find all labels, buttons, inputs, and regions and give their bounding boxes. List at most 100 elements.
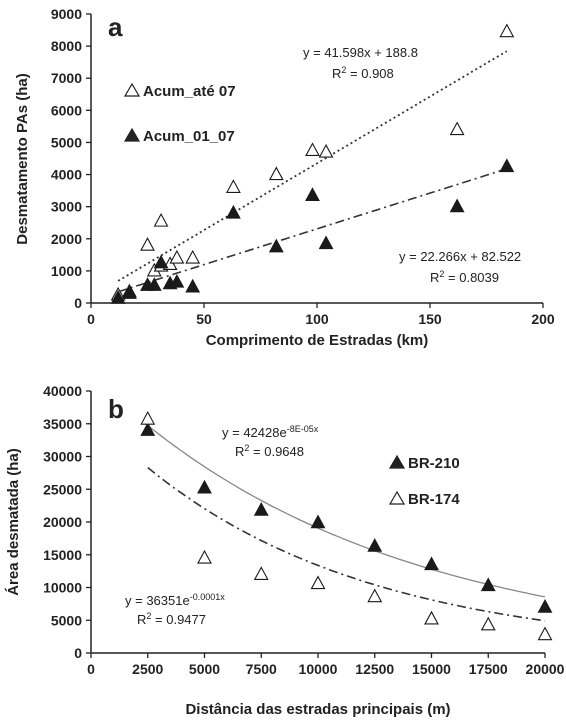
panel-b-data-points (140, 411, 553, 641)
panel-a-data-points (110, 23, 515, 304)
panel-b-point-series-1 (197, 549, 212, 564)
panel-a-y-tick-label: 6000 (51, 102, 82, 118)
panel-b-y-tick-label: 25000 (43, 481, 82, 497)
panel-a-point-series-1 (499, 158, 515, 173)
panel-b-x-tick-label: 0 (87, 661, 95, 677)
panel-b-x-tick-label: 20000 (526, 661, 565, 677)
panel-a-y-tick-label: 5000 (51, 134, 82, 150)
panel-a-equation-lower: y = 22.266x + 82.522 (399, 249, 521, 264)
panel-b-point-series-0 (537, 598, 553, 613)
panel-b-x-tick-label: 12500 (355, 661, 394, 677)
panel-b-trendlines (147, 424, 546, 622)
panel-a-point-series-1 (110, 290, 126, 304)
panel-b-x-tick-label: 15000 (412, 661, 451, 677)
panel-b-r2-upper: R2 = 0.9648 (235, 443, 304, 459)
panel-a-point-series-0 (268, 166, 284, 181)
panel-b-chart: b Distância das estradas principais (m) … (5, 383, 565, 718)
legend-label-acum-01-07: Acum_01_07 (143, 128, 235, 145)
panel-b-point-series-0 (367, 538, 383, 552)
panel-b-y-tick-label: 0 (74, 645, 82, 661)
panel-b-point-series-1 (480, 616, 496, 631)
panel-b-y-tick-label: 40000 (43, 383, 82, 399)
panel-a-y-tick-label: 9000 (51, 6, 82, 22)
panel-b-point-series-0 (310, 514, 326, 529)
panel-b-point-series-0 (424, 556, 439, 571)
panel-b-y-axis-label: Área desmatada (ha) (5, 448, 22, 596)
panel-a-trendline-series-0 (117, 50, 508, 282)
panel-b-legend: BR-210 BR-174 (388, 454, 460, 508)
panel-b-ticks: 0 2500 5000 7500 10000 12500 15000 17500 20000 0 5… (43, 383, 565, 677)
panel-a-x-tick-label: 150 (418, 311, 442, 327)
panel-a-x-tick-label: 50 (196, 311, 212, 327)
panel-b-x-tick-label: 7500 (246, 661, 277, 677)
panel-b-point-series-1 (424, 610, 439, 625)
panel-a-point-series-1 (305, 187, 320, 201)
panel-a-chart: a Comprimento de Estradas (km) Desmatame… (14, 6, 555, 349)
panel-a-r2-upper: R2 = 0.908 (332, 65, 394, 81)
panel-a-trendline-series-1 (117, 168, 508, 293)
panel-b-equation-lower: y = 36351e-0.0001x (125, 592, 225, 608)
panel-b-y-tick-label: 5000 (51, 612, 82, 628)
panel-b-trendline-series-1 (147, 466, 546, 622)
legend-open-triangle-icon (123, 82, 141, 97)
panel-b-x-tick-label: 2500 (132, 661, 163, 677)
panel-b-y-tick-label: 10000 (43, 580, 82, 596)
panel-a-point-series-0 (140, 237, 155, 251)
panel-b-y-tick-label: 15000 (43, 547, 82, 563)
legend-label-br-174: BR-174 (408, 491, 460, 508)
panel-b-point-series-0 (197, 479, 212, 494)
panel-a-x-tick-label: 100 (305, 311, 329, 327)
panel-a-y-tick-label: 4000 (51, 167, 82, 183)
panel-b-point-series-0 (480, 577, 496, 592)
panel-a-point-series-0 (305, 142, 320, 157)
panel-b-point-series-1 (253, 566, 269, 580)
panel-a-x-tick-label: 200 (531, 311, 555, 327)
panel-a-point-series-0 (153, 212, 169, 227)
panel-a-equation-upper: y = 41.598x + 188.8 (303, 45, 418, 60)
panel-a-y-tick-label: 1000 (51, 263, 82, 279)
panel-b-x-tick-label: 17500 (469, 661, 508, 677)
panel-a-point-series-1 (318, 235, 334, 250)
panel-a-point-series-1 (225, 204, 241, 219)
panel-a-point-series-0 (318, 143, 334, 158)
panel-a-point-series-0 (499, 23, 515, 38)
panel-a-r2-lower: R2 = 0.8039 (430, 269, 499, 285)
panel-b-x-tick-label: 5000 (189, 661, 220, 677)
panel-b-point-series-1 (140, 411, 156, 425)
panel-a-point-series-1 (169, 273, 185, 288)
legend-filled-triangle-icon (123, 127, 141, 142)
panel-a-point-series-0 (169, 249, 185, 264)
panel-a-point-series-0 (449, 121, 465, 136)
panel-b-point-series-1 (537, 626, 553, 641)
legend-label-acum-ate-07: Acum_até 07 (143, 83, 236, 100)
panel-b-x-tick-label: 10000 (299, 661, 338, 677)
panel-a-point-series-0 (225, 179, 241, 193)
panel-b-label: b (108, 394, 124, 424)
panel-b-point-series-0 (253, 502, 269, 516)
legend-filled-triangle-icon (388, 454, 406, 469)
panel-a-y-tick-label: 0 (74, 295, 82, 311)
panel-b-point-series-1 (367, 588, 383, 603)
panel-a-point-series-1 (185, 278, 201, 293)
panel-a-point-series-1 (153, 254, 169, 269)
panel-a-trendlines (117, 50, 508, 293)
panel-a-point-series-1 (121, 285, 137, 299)
panel-b-equation-upper: y = 42428e-8E-05x (222, 424, 319, 440)
panel-a-y-axis-label: Desmatamento PAs (ha) (14, 73, 31, 244)
panel-a-point-series-1 (449, 198, 465, 213)
panel-b-y-tick-label: 35000 (43, 416, 82, 432)
panel-a-y-tick-label: 8000 (51, 38, 82, 54)
panel-a-point-series-1 (146, 277, 162, 291)
panel-a-legend: Acum_até 07 Acum_01_07 (123, 82, 236, 145)
panel-a-y-tick-label: 3000 (51, 199, 82, 215)
panel-a-x-axis-label: Comprimento de Estradas (km) (206, 332, 429, 349)
legend-label-br-210: BR-210 (408, 455, 460, 472)
panel-b-r2-lower: R2 = 0.9477 (137, 611, 206, 627)
panel-a-point-series-1 (268, 238, 284, 253)
panel-b-y-tick-label: 30000 (43, 449, 82, 465)
legend-open-triangle-icon (388, 490, 406, 505)
panel-b-point-series-0 (140, 422, 156, 436)
panel-a-label: a (108, 12, 123, 42)
panel-a-y-tick-label: 7000 (51, 70, 82, 86)
